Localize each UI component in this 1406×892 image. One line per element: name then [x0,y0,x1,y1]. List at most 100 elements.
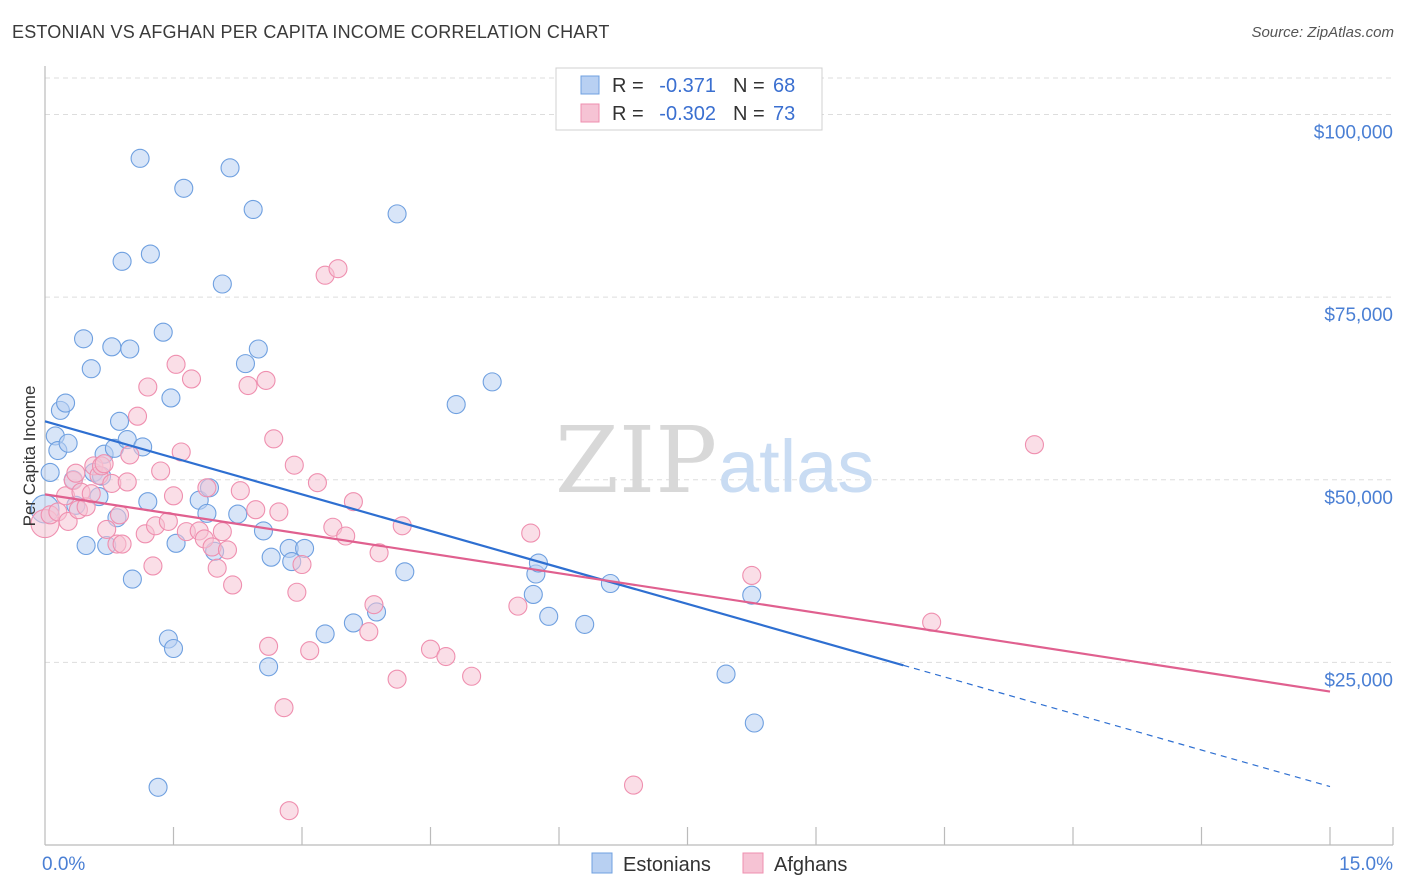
estonians-point [120,339,140,359]
y-tick-label: $75,000 [1324,305,1393,326]
estonians-point [122,569,142,589]
afghans-point [742,565,762,586]
estonians-point [235,354,256,374]
afghans-point [163,486,184,506]
afghans-trend-line [44,493,1331,693]
afghans-point [343,492,363,512]
estonians-point [395,562,415,582]
estonians-point [148,777,168,797]
afghans-point [387,669,407,689]
afghans-point [120,445,140,465]
estonians-point [76,535,96,556]
afghans-point [151,461,171,481]
estonians-point [130,148,150,168]
estonians-point [482,372,502,392]
estonians-trend-line [44,420,904,667]
correlation-legend: R = -0.371 N = 68 R = -0.302 N = 73 [555,67,823,131]
afghans-point [197,478,217,498]
legend-label-estonians: Estonians [623,854,711,876]
afghans-point [138,377,158,397]
afghans-point [143,556,163,576]
afghans-point [81,484,101,504]
source-credit: Source: ZipAtlas.com [1251,24,1394,41]
legend-swatch-afghans [580,103,600,123]
legend-n-label: N = [733,103,765,125]
legend-label-afghans: Afghans [774,854,847,876]
estonians-point [539,606,559,626]
afghans-point [230,481,250,501]
afghans-point [307,473,327,493]
afghans-point [223,575,243,595]
legend-swatch-estonians [591,852,613,874]
afghans-point [166,354,186,374]
estonians-point [742,585,762,605]
afghans-point [112,534,132,554]
afghans-point [217,540,238,560]
afghans-point [246,500,266,520]
afghans-point [238,375,258,396]
legend-n-value: 73 [773,103,795,125]
estonians-point [261,547,281,567]
afghans-point [462,666,482,686]
x-tick-label: 0.0% [42,854,85,875]
afghans-point [256,370,276,390]
estonians-point [140,244,160,264]
estonians-trend-extension [903,664,1331,788]
afghans-point [202,537,222,557]
estonians-point [295,538,315,558]
axes [44,66,1394,846]
estonians-point [163,638,184,659]
afghans-point [207,558,227,578]
legend-swatch-estonians [580,75,600,95]
afghans-point [279,801,299,821]
estonians-point [161,388,181,408]
afghans-point [292,554,312,575]
estonians-point [744,713,764,733]
estonians-point [56,393,76,413]
afghans-point [300,641,320,661]
series-legend: Estonians Afghans [591,852,847,876]
afghans-point [359,622,379,642]
estonians-point [212,274,232,294]
estonians-point [112,251,132,271]
estonians-point [102,337,122,357]
estonians-point [40,462,60,483]
afghans-point [264,429,284,449]
afghans-point [109,505,130,525]
estonians-point [446,394,466,415]
afghans-point [508,596,528,616]
watermark-atlas: atlas [718,425,874,508]
estonians-point [253,521,274,541]
afghans-point [269,502,289,522]
afghans-point [117,472,137,492]
estonians-point [248,339,268,359]
afghans-point [274,698,294,718]
zipatlas-watermark: ZIP atlas [555,407,874,514]
legend-box [555,67,823,131]
y-tick-label: $25,000 [1324,670,1393,691]
afghans-point [66,463,86,483]
afghans-point [369,543,389,563]
afghans-point [97,519,117,539]
estonians-point [228,504,248,524]
afghans-point [287,582,307,602]
estonians-point [153,322,173,342]
legend-r-value: -0.302 [659,103,716,125]
estonians-point [220,158,240,178]
y-tick-label: $100,000 [1314,123,1393,144]
estonians-point [58,433,78,453]
afghans-point [436,646,456,667]
x-tick-labels: 0.0% 15.0% [42,854,1393,875]
afghans-point [521,523,541,543]
legend-n-label: N = [733,75,765,97]
afghans-point [259,636,279,656]
legend-n-value: 68 [773,75,795,97]
estonians-point [716,664,736,684]
x-tick-label: 15.0% [1339,854,1393,875]
legend-r-label: R = [612,103,644,125]
chart-title: ESTONIAN VS AFGHAN PER CAPITA INCOME COR… [12,22,610,42]
estonians-point [343,613,363,633]
afghans-point [127,406,148,426]
legend-r-label: R = [612,75,644,97]
afghans-point [284,455,304,475]
